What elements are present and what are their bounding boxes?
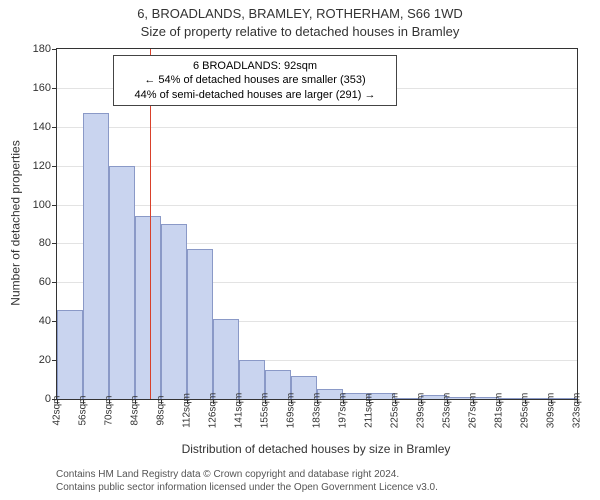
xtick-label: 323sqm [572, 393, 583, 429]
histogram-bar [213, 319, 239, 399]
histogram-plot: 02040608010012014016018042sqm56sqm70sqm8… [56, 48, 578, 400]
ytick-label: 60 [39, 276, 51, 288]
xtick-label: 253sqm [442, 393, 453, 429]
ytick-label: 140 [33, 121, 51, 133]
annotation-box: 6 BROADLANDS: 92sqm← 54% of detached hou… [113, 55, 397, 106]
xtick-label: 225sqm [390, 393, 401, 429]
ytick-mark [52, 166, 57, 167]
histogram-bar [83, 113, 109, 399]
histogram-bar [109, 166, 135, 399]
ytick-label: 100 [33, 199, 51, 211]
ytick-mark [52, 49, 57, 50]
histogram-bar [187, 249, 213, 399]
ytick-label: 180 [33, 43, 51, 55]
xtick-label: 309sqm [546, 393, 557, 429]
x-axis-label: Distribution of detached houses by size … [56, 442, 576, 456]
xtick-label: 211sqm [364, 393, 375, 428]
title-address: 6, BROADLANDS, BRAMLEY, ROTHERHAM, S66 1… [0, 6, 600, 21]
histogram-bar [57, 310, 83, 399]
xtick-label: 98sqm [156, 395, 167, 425]
xtick-label: 295sqm [520, 393, 531, 429]
ytick-mark [52, 205, 57, 206]
xtick-label: 197sqm [338, 393, 349, 429]
ytick-label: 80 [39, 237, 51, 249]
ytick-label: 160 [33, 82, 51, 94]
histogram-bar [161, 224, 187, 399]
xtick-label: 84sqm [130, 395, 141, 425]
gridline [57, 205, 577, 206]
xtick-label: 267sqm [468, 393, 479, 429]
annotation-line-2: ← 54% of detached houses are smaller (35… [120, 73, 390, 87]
ytick-label: 20 [39, 354, 51, 366]
ytick-mark [52, 282, 57, 283]
ytick-label: 40 [39, 315, 51, 327]
xtick-label: 141sqm [234, 393, 245, 429]
y-axis-label: Number of detached properties [6, 48, 26, 398]
credits-line-1: Contains HM Land Registry data © Crown c… [56, 469, 576, 482]
title-subtitle: Size of property relative to detached ho… [0, 24, 600, 39]
ytick-mark [52, 127, 57, 128]
ytick-label: 0 [45, 393, 51, 405]
ytick-mark [52, 243, 57, 244]
xtick-label: 42sqm [52, 395, 63, 425]
ytick-mark [52, 88, 57, 89]
annotation-line-3: 44% of semi-detached houses are larger (… [120, 88, 390, 102]
credits-line-2: Contains public sector information licen… [56, 482, 576, 495]
xtick-label: 281sqm [494, 393, 505, 429]
xtick-label: 126sqm [208, 393, 219, 429]
xtick-label: 112sqm [182, 393, 193, 428]
xtick-label: 239sqm [416, 393, 427, 429]
xtick-label: 56sqm [78, 395, 89, 425]
gridline [57, 166, 577, 167]
ytick-label: 120 [33, 160, 51, 172]
xtick-label: 70sqm [104, 395, 115, 425]
xtick-label: 169sqm [286, 393, 297, 429]
xtick-label: 183sqm [312, 393, 323, 429]
credits: Contains HM Land Registry data © Crown c… [56, 469, 576, 494]
gridline [57, 127, 577, 128]
histogram-bar [135, 216, 161, 399]
xtick-label: 155sqm [260, 393, 271, 429]
annotation-line-1: 6 BROADLANDS: 92sqm [120, 59, 390, 73]
